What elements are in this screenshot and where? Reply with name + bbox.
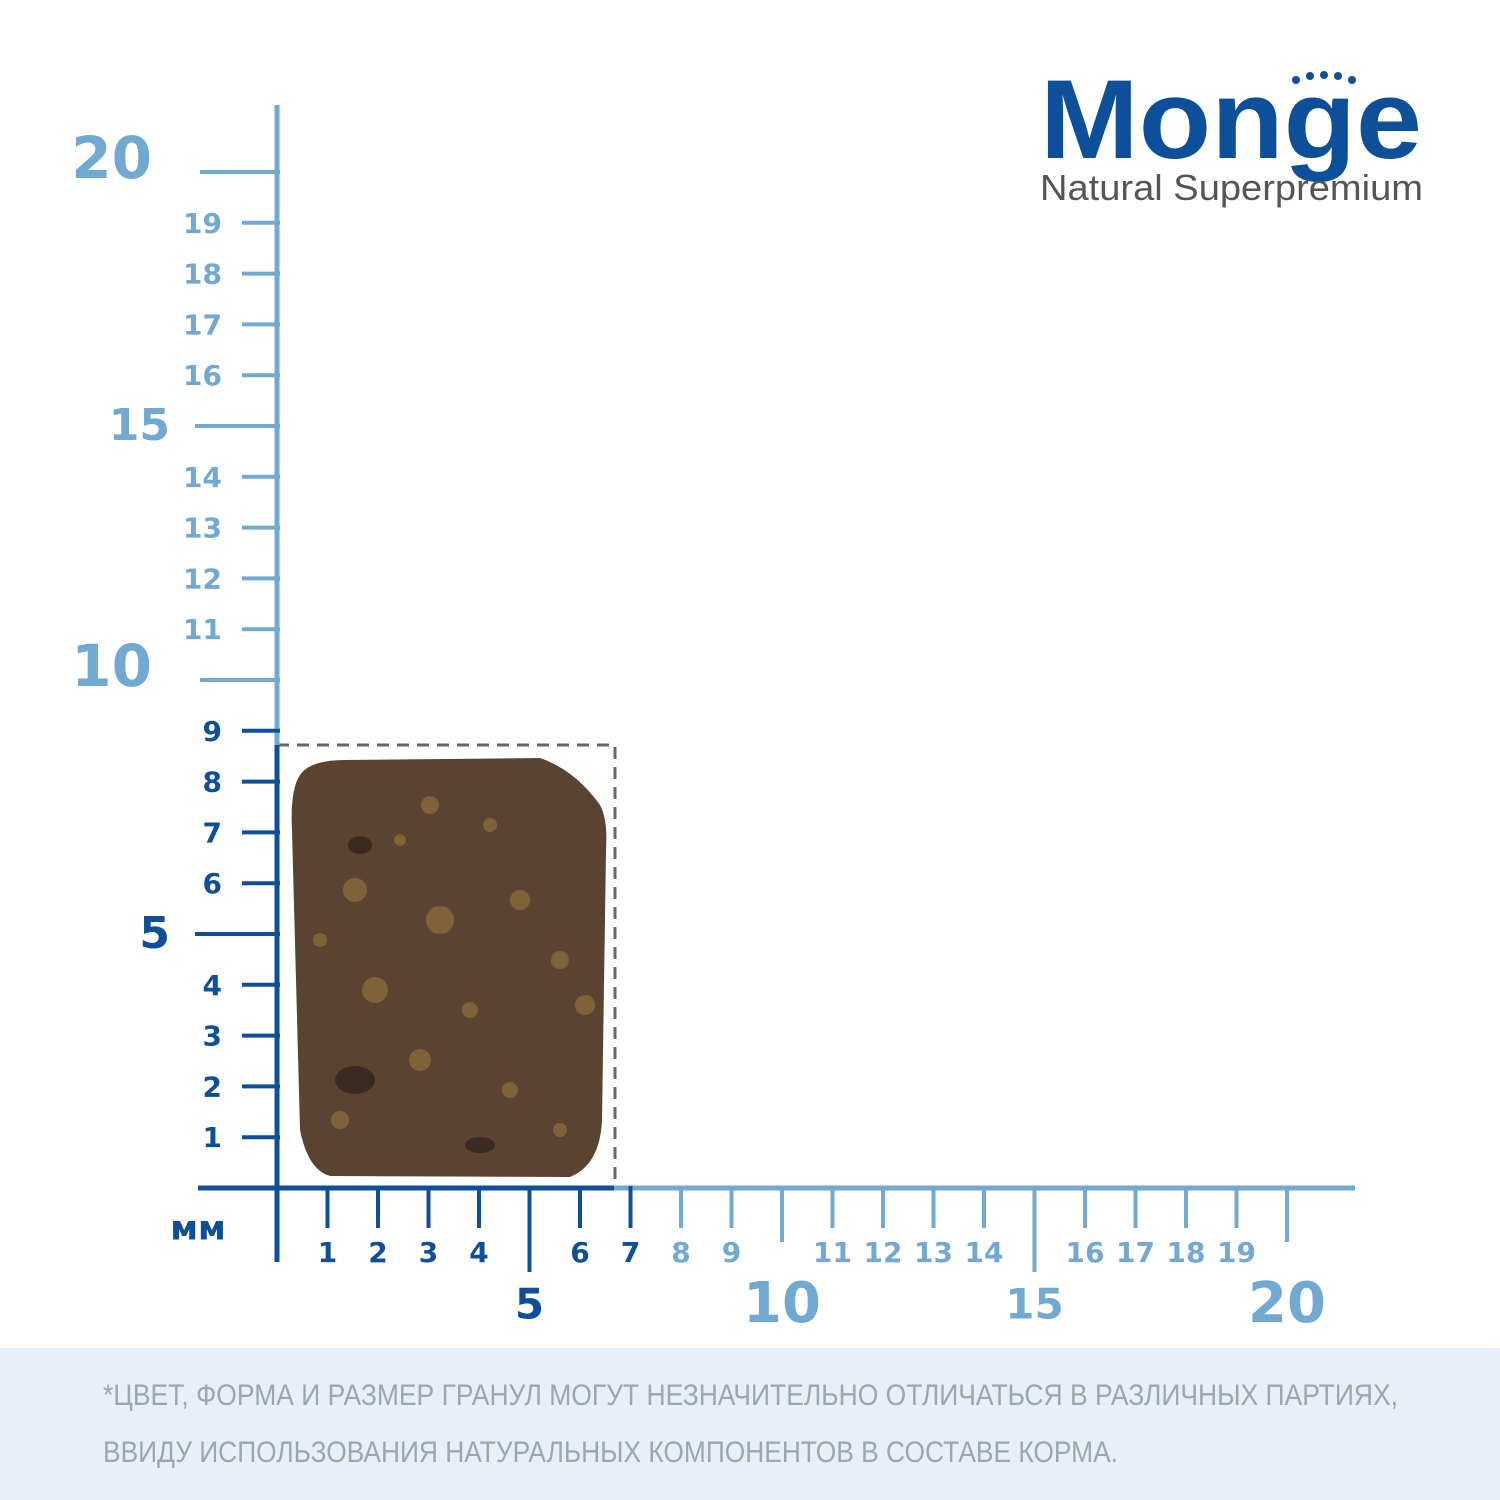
y-tick-label: 14 xyxy=(183,461,222,494)
x-tick-label: 16 xyxy=(1066,1236,1105,1269)
y-tick-label: 16 xyxy=(183,359,222,392)
x-tick-label: 19 xyxy=(1217,1236,1256,1269)
x-major-label: 15 xyxy=(1005,1280,1063,1329)
footnote-line: ВВИДУ ИСПОЛЬЗОВАНИЯ НАТУРАЛЬНЫХ КОМПОНЕН… xyxy=(103,1436,1118,1469)
footnote-line: *ЦВЕТ, ФОРМА И РАЗМЕР ГРАНУЛ МОГУТ НЕЗНА… xyxy=(103,1379,1398,1412)
x-tick-label: 13 xyxy=(914,1236,953,1269)
y-tick-label: 12 xyxy=(183,562,222,595)
x-tick-label: 7 xyxy=(621,1236,640,1269)
x-tick-label: 14 xyxy=(965,1236,1004,1269)
logo-brand: Monge xyxy=(1040,57,1422,182)
y-tick-label: 4 xyxy=(203,969,222,1002)
y-tick-label: 3 xyxy=(203,1020,222,1053)
y-tick-label: 11 xyxy=(183,613,222,646)
y-major-label: 20 xyxy=(71,124,152,192)
x-tick-label: 4 xyxy=(469,1236,488,1269)
y-tick-label: 17 xyxy=(183,308,222,341)
x-tick-label: 11 xyxy=(813,1236,852,1269)
y-tick-label: 1 xyxy=(203,1121,222,1154)
x-tick-label: 2 xyxy=(368,1236,387,1269)
x-tick-label: 12 xyxy=(864,1236,903,1269)
unit-label: мм xyxy=(170,1209,226,1249)
x-tick-label: 3 xyxy=(419,1236,438,1269)
x-tick-label: 6 xyxy=(570,1236,589,1269)
x-tick-label: 17 xyxy=(1116,1236,1155,1269)
x-major-label: 10 xyxy=(743,1271,821,1336)
y-tick-label: 18 xyxy=(183,258,222,291)
x-tick-label: 9 xyxy=(722,1236,741,1269)
y-tick-label: 2 xyxy=(203,1070,222,1103)
y-tick-label: 6 xyxy=(203,867,222,900)
x-tick-label: 1 xyxy=(318,1236,337,1269)
logo-stars xyxy=(1292,71,1356,84)
y-tick-label: 7 xyxy=(203,816,222,849)
x-major-label: 20 xyxy=(1248,1271,1326,1336)
kibble-holes xyxy=(335,836,495,1153)
y-tick-label: 13 xyxy=(183,512,222,545)
x-major-label: 5 xyxy=(515,1280,544,1329)
x-tick-label: 18 xyxy=(1167,1236,1206,1269)
x-tick-label: 8 xyxy=(671,1236,690,1269)
footer-band xyxy=(0,1348,1500,1500)
y-tick-label: 8 xyxy=(203,766,222,799)
kibble-texture xyxy=(313,796,595,1137)
y-major-label: 5 xyxy=(139,908,170,959)
y-major-label: 10 xyxy=(71,632,152,700)
logo-tagline: Natural Superpremium xyxy=(1040,167,1423,208)
y-tick-label: 19 xyxy=(183,207,222,240)
y-tick-label: 9 xyxy=(203,715,222,748)
y-major-label: 15 xyxy=(109,400,170,451)
